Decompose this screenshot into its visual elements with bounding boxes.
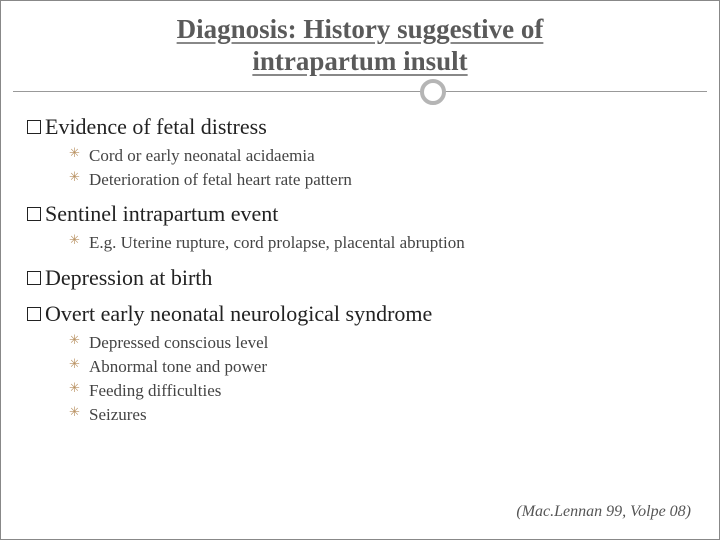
list-item: Abnormal tone and power <box>69 355 693 379</box>
slide-title: Diagnosis: History suggestive of intrapa… <box>41 13 679 78</box>
checkbox-icon <box>27 120 41 134</box>
heading-evidence: Evidence of fetal distress <box>27 114 693 140</box>
list-item: Cord or early neonatal acidaemia <box>69 144 693 168</box>
list-item: Deterioration of fetal heart rate patter… <box>69 168 693 192</box>
checkbox-icon <box>27 307 41 321</box>
heading-text: Depression at birth <box>45 265 212 290</box>
list-item: Seizures <box>69 403 693 427</box>
checkbox-icon <box>27 271 41 285</box>
list-item: E.g. Uterine rupture, cord prolapse, pla… <box>69 231 693 255</box>
content-body: Evidence of fetal distress Cord or early… <box>1 86 719 427</box>
heading-overt: Overt early neonatal neurological syndro… <box>27 301 693 327</box>
heading-text: Overt early neonatal neurological syndro… <box>45 301 432 326</box>
title-line-2: intrapartum insult <box>252 46 467 76</box>
title-divider <box>13 91 707 92</box>
sublist-overt: Depressed conscious level Abnormal tone … <box>27 331 693 426</box>
list-item: Depressed conscious level <box>69 331 693 355</box>
title-line-1: Diagnosis: History suggestive of <box>177 14 544 44</box>
citation-text: (Mac.Lennan 99, Volpe 08) <box>516 503 691 521</box>
circle-decoration-icon <box>420 79 446 105</box>
title-block: Diagnosis: History suggestive of intrapa… <box>1 1 719 86</box>
slide-container: Diagnosis: History suggestive of intrapa… <box>0 0 720 540</box>
heading-text: Evidence of fetal distress <box>45 114 267 139</box>
heading-text: Sentinel intrapartum event <box>45 201 278 226</box>
heading-sentinel: Sentinel intrapartum event <box>27 201 693 227</box>
sublist-evidence: Cord or early neonatal acidaemia Deterio… <box>27 144 693 192</box>
list-item: Feeding difficulties <box>69 379 693 403</box>
checkbox-icon <box>27 207 41 221</box>
heading-depression: Depression at birth <box>27 265 693 291</box>
sublist-sentinel: E.g. Uterine rupture, cord prolapse, pla… <box>27 231 693 255</box>
